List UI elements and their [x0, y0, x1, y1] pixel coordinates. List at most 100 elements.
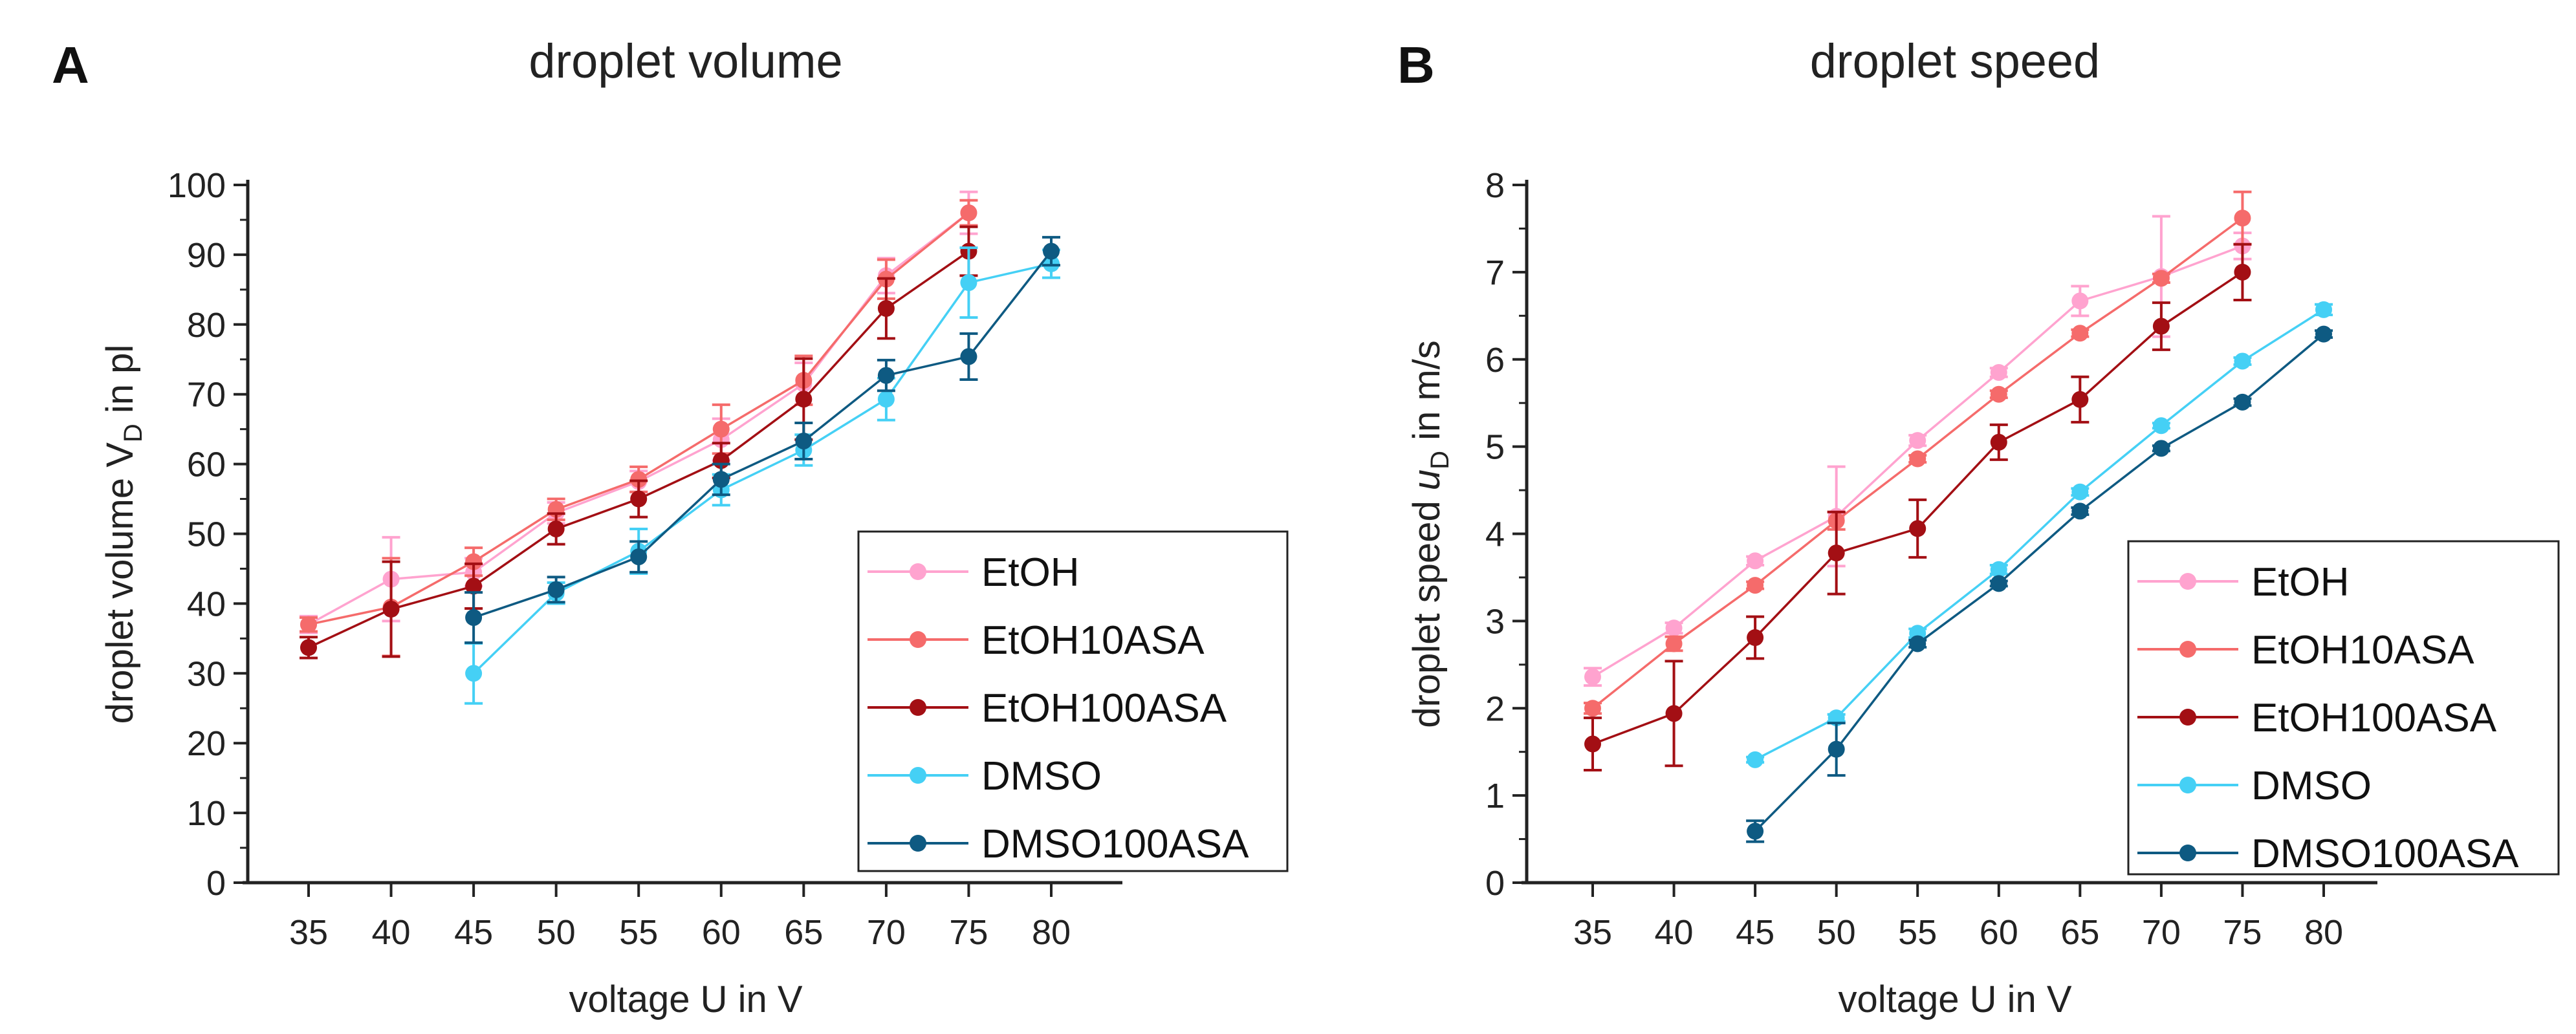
data-point: [2234, 352, 2251, 370]
legend-label: EtOH: [2251, 560, 2350, 605]
legend-marker: [910, 767, 926, 784]
data-point: [2152, 270, 2170, 287]
data-point: [547, 520, 565, 537]
data-point: [2071, 483, 2089, 501]
data-point: [1665, 619, 1683, 637]
y-tick-label: 6: [1485, 341, 1505, 380]
x-tick-label: 70: [867, 913, 906, 952]
series-line: [1754, 308, 2324, 761]
y-tick-label: 7: [1485, 253, 1505, 292]
y-tick-label: 2: [1485, 689, 1505, 728]
y-tick-label: 50: [187, 515, 226, 554]
data-point: [1747, 751, 1764, 768]
data-point: [1665, 635, 1683, 652]
data-point: [465, 553, 483, 570]
chart-title: droplet speed: [1810, 34, 2100, 88]
plot-area: 0 10 20 30 40 50 60 70 80 90 100 35 40 45 50 55 60 65 70 75…: [168, 166, 1289, 952]
data-point: [877, 299, 895, 317]
data-point: [877, 391, 895, 408]
x-tick-label: 60: [1980, 913, 2018, 952]
legend-label: DMSO: [981, 754, 1102, 799]
data-point: [630, 548, 648, 566]
x-tick-label: 80: [2304, 913, 2343, 952]
data-point: [630, 490, 648, 508]
x-tick-label: 65: [784, 913, 823, 952]
data-point: [2152, 417, 2170, 435]
data-point: [1747, 577, 1764, 594]
legend-marker: [910, 699, 926, 716]
data-point: [877, 367, 895, 384]
panel-b: B droplet speed droplet speed uD in m/s …: [1397, 34, 2560, 1020]
panel-letter: A: [52, 36, 89, 94]
x-tick-label: 55: [619, 913, 658, 952]
x-tick-label: 50: [1817, 913, 1856, 952]
legend-label: EtOH: [981, 550, 1080, 595]
legend-marker: [2179, 709, 2196, 726]
data-point: [712, 420, 730, 438]
x-tick-label: 75: [949, 913, 988, 952]
data-point: [795, 391, 813, 408]
x-tick-label: 70: [2142, 913, 2181, 952]
y-tick-label: 3: [1485, 602, 1505, 641]
data-point: [2071, 325, 2089, 342]
x-tick-label: 50: [537, 913, 576, 952]
data-point: [1909, 635, 1927, 652]
legend-label: DMSO: [2251, 764, 2372, 808]
data-point: [1990, 433, 2007, 451]
data-point: [1990, 575, 2007, 592]
legend-marker: [2179, 641, 2196, 658]
y-tick-label: 20: [187, 724, 226, 763]
legend-marker: [910, 835, 926, 852]
data-point: [1828, 544, 1845, 562]
series-DMSO: [1746, 301, 2333, 768]
x-tick-label: 75: [2223, 913, 2262, 952]
x-tick-label: 60: [702, 913, 741, 952]
data-point: [465, 577, 483, 595]
data-point: [960, 348, 977, 365]
legend-marker: [910, 563, 926, 580]
x-tick-label: 45: [454, 913, 493, 952]
legend-marker: [910, 631, 926, 648]
data-point: [712, 471, 730, 488]
data-point: [1584, 700, 1601, 717]
legend-marker: [2179, 573, 2196, 590]
legend-label: EtOH100ASA: [981, 686, 1227, 731]
y-tick-label: 10: [187, 794, 226, 833]
series-line: [473, 250, 1053, 619]
data-point: [2152, 440, 2170, 457]
data-point: [960, 274, 977, 292]
y-tick-label: 0: [206, 864, 226, 903]
data-point: [1990, 561, 2007, 578]
series-line: [1754, 333, 2325, 832]
y-tick-label: 70: [187, 376, 226, 415]
x-tick-label: 35: [289, 913, 328, 952]
panel-a: A droplet volume droplet volume VD in pl…: [52, 34, 1289, 1020]
x-tick-label: 65: [2060, 913, 2099, 952]
data-point: [2234, 210, 2251, 227]
x-tick-label: 35: [1573, 913, 1612, 952]
legend: EtOH EtOH10ASA EtOH100ASA DMSO DMSO100ASA: [2127, 540, 2560, 876]
data-point: [2152, 318, 2170, 335]
y-tick-label: 1: [1485, 777, 1505, 815]
y-tick-label: 60: [187, 446, 226, 484]
y-tick-label: 8: [1485, 166, 1505, 205]
y-tick-label: 40: [187, 585, 226, 623]
panel-letter: B: [1397, 36, 1435, 94]
legend: EtOH EtOH10ASA EtOH100ASA DMSO DMSO100ASA: [857, 530, 1289, 872]
x-axis-label: voltage U in V: [1838, 978, 2071, 1020]
series-EtOH100ASA: [300, 225, 978, 660]
x-tick-label: 80: [1032, 913, 1071, 952]
data-point: [2071, 391, 2089, 408]
x-tick-label: 55: [1898, 913, 1937, 952]
data-point: [1584, 735, 1601, 753]
y-tick-label: 4: [1485, 515, 1505, 554]
data-point: [382, 601, 400, 618]
series-line: [472, 263, 1052, 674]
series-EtOH100ASA: [1584, 242, 2252, 772]
data-point: [1909, 520, 1927, 537]
legend-marker: [2179, 845, 2196, 861]
data-point: [1665, 705, 1683, 722]
y-tick-label: 0: [1485, 864, 1505, 903]
